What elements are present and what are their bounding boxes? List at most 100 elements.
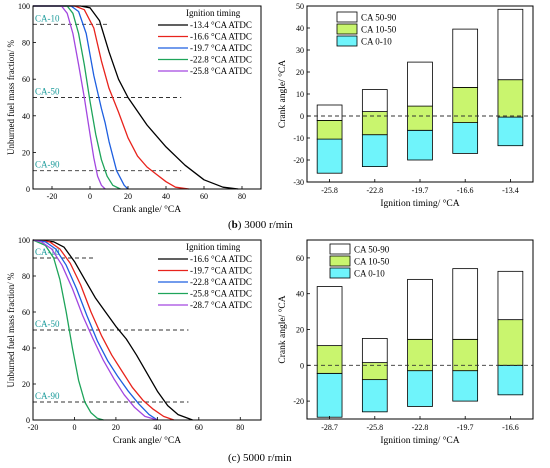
legend-title: Ignition timing <box>186 242 241 252</box>
y-axis-label: Crank angle/ °CA <box>277 60 288 128</box>
stacked-bar-segment-0 <box>316 372 343 418</box>
x-tick-label: 0 <box>72 423 76 432</box>
y-tick-label: -10 <box>293 134 304 143</box>
stacked-bar-segment-0 <box>497 364 524 396</box>
y-tick-label: 40 <box>296 24 304 33</box>
legend-label: CA 50-90 <box>361 13 397 23</box>
y-tick-label: -20 <box>293 156 304 165</box>
x-tick-label: -20 <box>47 192 58 201</box>
x-axis-label: Ignition timing/ °CA <box>380 198 459 209</box>
legend-label: -22.8 °CA ATDC <box>190 55 252 65</box>
x-tick-label: -19.7 <box>412 186 429 195</box>
stacked-bar-segment-0 <box>452 122 479 154</box>
legend-label: -28.7 °CA ATDC <box>190 300 252 310</box>
bar-chart-1: -25.8 -22.8 -19.7 -16.6 -13.4 -30 -20 -10 0 10 20 3… <box>277 2 534 209</box>
x-tick-label: 60 <box>200 192 208 201</box>
y-axis-label: Crank angle/ °CA <box>277 295 288 363</box>
stacked-bar-segment-1 <box>452 338 479 372</box>
legend-label: CA 10-50 <box>354 257 390 267</box>
stacked-bar-segment-2 <box>361 338 388 364</box>
legend-title: Ignition timing <box>186 8 241 18</box>
x-tick-label: -16.6 <box>457 186 474 195</box>
legend-swatch <box>329 255 351 267</box>
x-tick-label: -25.8 <box>366 423 383 432</box>
x-tick-label: 40 <box>162 192 170 201</box>
y-tick-label: 10 <box>296 90 304 99</box>
series-line-4 <box>32 239 158 421</box>
stacked-bar-segment-1 <box>316 120 343 140</box>
stacked-bar-segment-2 <box>407 61 433 107</box>
caption-5000rpm: (c) 5000 r/min <box>228 452 292 464</box>
y-tick-label: 60 <box>22 75 30 84</box>
x-tick-label: -19.7 <box>457 423 474 432</box>
stacked-bar-segment-1 <box>407 338 433 372</box>
line-chart-0-frame <box>32 5 262 190</box>
legend-swatch <box>336 35 358 47</box>
stacked-bar-segment-2 <box>452 28 479 88</box>
caption-3000rpm: (b) 3000 r/min <box>228 219 293 231</box>
x-tick-label: -22.8 <box>412 423 429 432</box>
series-line-3 <box>32 239 104 421</box>
legend-swatch <box>329 243 351 255</box>
y-tick-label: 30 <box>296 46 304 55</box>
caption-letter: c <box>231 452 237 464</box>
legend-label: -16.6 °CA ATDC <box>190 32 252 42</box>
stacked-bar-segment-1 <box>452 87 479 124</box>
stacked-bar-segment-1 <box>361 111 388 136</box>
line-chart-0: CA-10 CA-50 CA-90 -20 0 20 40 60 80 0 20 40 60 80 100 C… <box>6 2 262 215</box>
series-line-4 <box>33 5 106 190</box>
caption-text: 3000 r/min <box>241 219 293 231</box>
reference-label: CA-50 <box>35 319 60 329</box>
x-axis-label: Crank angle/ °CA <box>113 204 181 215</box>
series-line-1 <box>32 239 175 421</box>
x-tick-label: -25.8 <box>321 186 338 195</box>
legend-label: -19.7 °CA ATDC <box>190 43 252 53</box>
x-tick-label: 20 <box>112 423 120 432</box>
legend-label: -19.7 °CA ATDC <box>190 266 252 276</box>
stacked-bar-segment-2 <box>361 89 388 112</box>
y-tick-label: 20 <box>296 68 304 77</box>
reference-label: CA-10 <box>35 247 60 257</box>
y-tick-label: 60 <box>22 308 30 317</box>
legend-label: -13.4 °CA ATDC <box>190 20 252 30</box>
reference-label: CA-50 <box>35 87 60 97</box>
line-chart-2-frame <box>32 239 262 421</box>
x-axis-label: Ignition timing/ °CA <box>380 435 459 446</box>
caption-text: 5000 r/min <box>240 452 292 464</box>
legend-swatch <box>336 11 358 23</box>
stacked-bar-segment-2 <box>452 268 479 340</box>
y-tick-label: 100 <box>18 236 30 245</box>
stacked-bar-segment-0 <box>407 129 433 161</box>
series-line-0 <box>33 5 239 190</box>
bar-chart-3: -28.7 -25.8 -22.8 -19.7 -16.6 -20 0 20 40 60 Ignit… <box>277 239 534 446</box>
stacked-bar-segment-0 <box>361 379 388 413</box>
stacked-bar-segment-2 <box>497 270 524 321</box>
y-tick-label: 0 <box>26 185 30 194</box>
series-line-2 <box>33 5 129 190</box>
legend-swatch <box>329 267 351 279</box>
y-tick-label: 40 <box>22 344 30 353</box>
y-axis-label: Unburned fuel mass fraction/ % <box>6 272 16 387</box>
y-tick-label: -20 <box>293 397 304 406</box>
stacked-bar-segment-0 <box>407 370 433 407</box>
stacked-bar-segment-0 <box>497 116 524 147</box>
y-tick-label: 20 <box>22 380 30 389</box>
stacked-bar-segment-0 <box>452 370 479 402</box>
x-tick-label: -16.6 <box>502 423 519 432</box>
x-tick-label: -13.4 <box>502 186 519 195</box>
y-tick-label: 20 <box>22 148 30 157</box>
x-axis-label: Crank angle/ °CA <box>113 435 181 446</box>
x-tick-label: 80 <box>238 192 246 201</box>
stacked-bar-segment-1 <box>316 345 343 374</box>
reference-label: CA-10 <box>35 13 60 23</box>
reference-label: CA-90 <box>35 391 60 401</box>
y-tick-label: -30 <box>293 178 304 187</box>
y-tick-label: 100 <box>18 2 30 11</box>
y-tick-label: 0 <box>300 112 304 121</box>
y-axis-label: Unburned fuel mass fraction/ % <box>6 40 16 155</box>
legend-label: CA 50-90 <box>354 245 390 255</box>
stacked-bar-segment-0 <box>316 138 343 174</box>
stacked-bar-segment-2 <box>407 278 433 340</box>
legend-label: -25.8 °CA ATDC <box>190 289 252 299</box>
